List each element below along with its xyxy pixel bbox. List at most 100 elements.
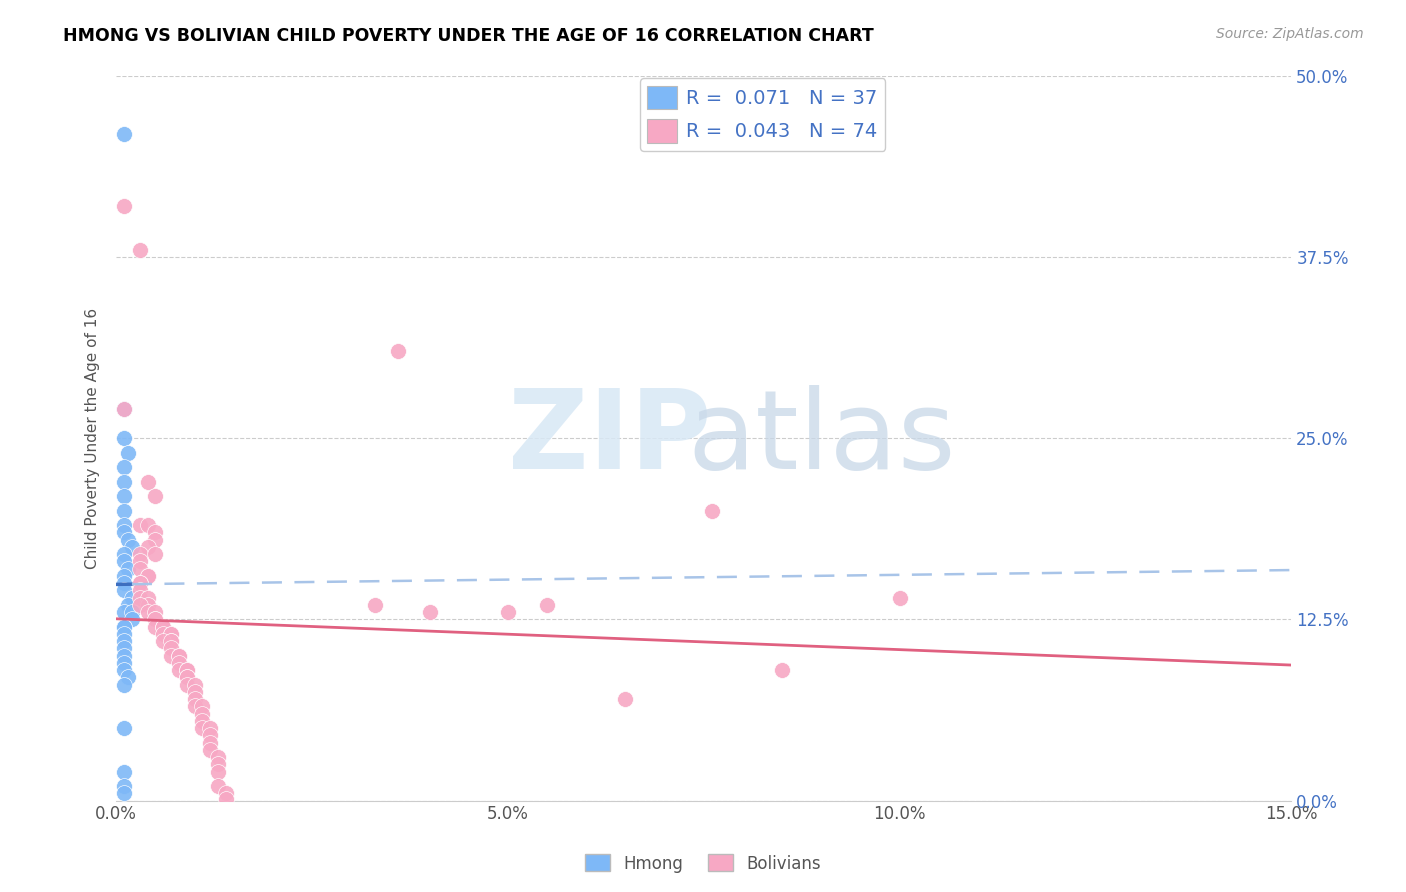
Point <box>121 605 143 619</box>
Point <box>121 540 143 554</box>
Point <box>496 605 519 619</box>
Point <box>128 598 150 612</box>
Point <box>183 677 205 691</box>
Point <box>207 757 229 772</box>
Point <box>770 663 793 677</box>
Point <box>112 786 135 800</box>
Point <box>191 706 214 721</box>
Point <box>160 648 183 663</box>
Point <box>112 460 135 475</box>
Point <box>112 489 135 503</box>
Text: atlas: atlas <box>688 384 956 491</box>
Point <box>112 677 135 691</box>
Point <box>112 569 135 583</box>
Text: Source: ZipAtlas.com: Source: ZipAtlas.com <box>1216 27 1364 41</box>
Point <box>112 431 135 445</box>
Point <box>112 518 135 533</box>
Point <box>160 641 183 656</box>
Point <box>136 518 159 533</box>
Point <box>117 445 139 459</box>
Point <box>136 540 159 554</box>
Point <box>136 569 159 583</box>
Point <box>207 750 229 764</box>
Point <box>145 525 167 540</box>
Point <box>128 554 150 568</box>
Text: HMONG VS BOLIVIAN CHILD POVERTY UNDER THE AGE OF 16 CORRELATION CHART: HMONG VS BOLIVIAN CHILD POVERTY UNDER TH… <box>63 27 875 45</box>
Point <box>536 598 558 612</box>
Point <box>145 489 167 503</box>
Point <box>176 677 198 691</box>
Point <box>128 576 150 591</box>
Point <box>145 612 167 626</box>
Point <box>200 736 222 750</box>
Point <box>112 583 135 598</box>
Point <box>207 764 229 779</box>
Point <box>160 634 183 648</box>
Point <box>136 591 159 605</box>
Point <box>700 503 723 517</box>
Point <box>364 598 387 612</box>
Point <box>112 779 135 793</box>
Point <box>160 627 183 641</box>
Point <box>112 402 135 417</box>
Point <box>152 619 174 633</box>
Point <box>167 663 190 677</box>
Point <box>152 627 174 641</box>
Point <box>136 605 159 619</box>
Point <box>112 547 135 561</box>
Point <box>112 764 135 779</box>
Point <box>145 619 167 633</box>
Text: ZIP: ZIP <box>508 384 711 491</box>
Point <box>128 547 150 561</box>
Point <box>112 503 135 517</box>
Point <box>145 547 167 561</box>
Point <box>117 561 139 575</box>
Point <box>183 699 205 714</box>
Point <box>112 721 135 735</box>
Point <box>176 663 198 677</box>
Point <box>145 533 167 547</box>
Point <box>160 634 183 648</box>
Point <box>176 670 198 684</box>
Point <box>112 605 135 619</box>
Point <box>889 591 911 605</box>
Point <box>128 243 150 257</box>
Point <box>128 583 150 598</box>
Point <box>215 792 238 806</box>
Point <box>121 591 143 605</box>
Point <box>117 598 139 612</box>
Point <box>112 619 135 633</box>
Legend: Hmong, Bolivians: Hmong, Bolivians <box>578 847 828 880</box>
Point <box>112 641 135 656</box>
Point <box>191 721 214 735</box>
Point <box>112 127 135 141</box>
Point <box>183 692 205 706</box>
Y-axis label: Child Poverty Under the Age of 16: Child Poverty Under the Age of 16 <box>86 308 100 568</box>
Point <box>191 699 214 714</box>
Point <box>207 779 229 793</box>
Point <box>419 605 441 619</box>
Point <box>136 475 159 489</box>
Point <box>215 786 238 800</box>
Point <box>112 656 135 670</box>
Point <box>128 518 150 533</box>
Point <box>200 743 222 757</box>
Point <box>112 554 135 568</box>
Point <box>176 670 198 684</box>
Point <box>128 576 150 591</box>
Point <box>152 634 174 648</box>
Point <box>128 561 150 575</box>
Point <box>176 663 198 677</box>
Point <box>183 685 205 699</box>
Point <box>136 598 159 612</box>
Point <box>112 634 135 648</box>
Point <box>167 656 190 670</box>
Point <box>117 670 139 684</box>
Point <box>152 619 174 633</box>
Point <box>112 525 135 540</box>
Point <box>160 627 183 641</box>
Point <box>614 692 637 706</box>
Point <box>121 612 143 626</box>
Legend: R =  0.071   N = 37, R =  0.043   N = 74: R = 0.071 N = 37, R = 0.043 N = 74 <box>640 78 886 151</box>
Point <box>112 402 135 417</box>
